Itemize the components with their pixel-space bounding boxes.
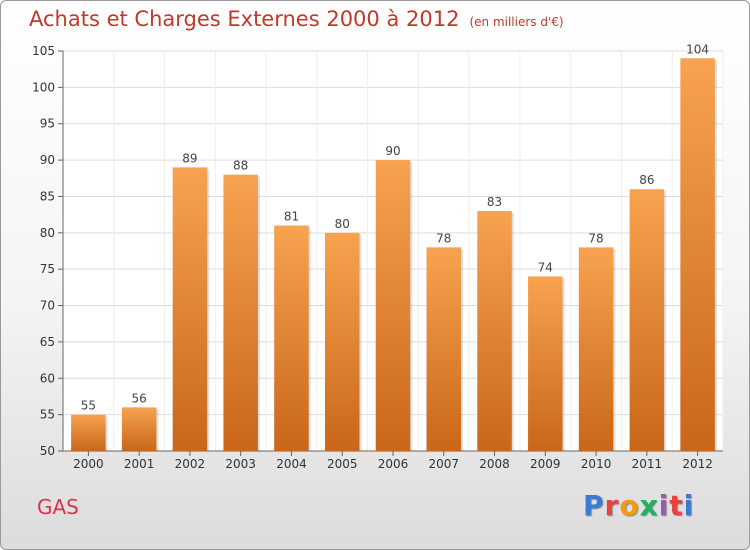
- data-label: 78: [588, 231, 603, 245]
- x-tick-label: 2005: [327, 457, 358, 471]
- y-tick-label: 55: [40, 408, 55, 422]
- data-labels: 55 56 89 88 81 80 90 78 83 74 78 86 104: [81, 42, 709, 412]
- brand-letter: r: [604, 489, 620, 522]
- y-tick-label: 95: [40, 117, 55, 131]
- location-label: GAS: [37, 495, 79, 519]
- data-label: 55: [81, 399, 96, 413]
- y-tick-label: 75: [40, 262, 55, 276]
- x-tick-label: 2003: [225, 457, 256, 471]
- x-tick-label: 2004: [276, 457, 307, 471]
- data-label: 80: [335, 217, 350, 231]
- bar: [680, 58, 715, 451]
- data-label: 81: [284, 210, 299, 224]
- x-tick-label: 2008: [479, 457, 510, 471]
- brand-letter: x: [639, 489, 659, 522]
- bar: [528, 276, 563, 451]
- bar: [172, 167, 208, 451]
- brand-letter: o: [619, 489, 640, 522]
- chart-title: Achats et Charges Externes 2000 à 2012 (e…: [29, 7, 564, 31]
- brand-letter: i: [683, 489, 695, 522]
- brand-logo: Proxiti: [583, 489, 694, 522]
- x-tick-label: 2000: [73, 457, 104, 471]
- x-tick-label: 2009: [530, 457, 561, 471]
- y-tick-label: 65: [40, 335, 55, 349]
- data-label: 90: [385, 144, 400, 158]
- data-label: 78: [436, 231, 451, 245]
- bar: [324, 232, 360, 451]
- data-label: 56: [132, 391, 147, 405]
- x-tick-label: 2002: [175, 457, 206, 471]
- y-tick-label: 100: [32, 80, 55, 94]
- bar: [629, 189, 665, 451]
- data-label: 89: [182, 151, 197, 165]
- chart-title-main: Achats et Charges Externes 2000 à 2012: [29, 7, 460, 31]
- y-tick-label: 70: [40, 299, 55, 313]
- y-tick-label: 80: [40, 226, 55, 240]
- brand-letter: t: [669, 489, 684, 522]
- bar: [223, 174, 258, 452]
- x-tick-label: 2007: [428, 457, 459, 471]
- y-tick-label: 50: [40, 444, 55, 458]
- x-tick-label: 2010: [581, 457, 612, 471]
- bar: [71, 414, 106, 451]
- bar: [578, 247, 614, 451]
- bar: [477, 211, 512, 451]
- data-label: 104: [686, 42, 709, 56]
- bar: [426, 247, 462, 451]
- data-label: 88: [233, 159, 248, 173]
- y-tick-label: 90: [40, 153, 55, 167]
- brand-letter: P: [583, 489, 605, 522]
- data-label: 86: [639, 173, 654, 187]
- bar: [274, 225, 309, 451]
- data-label: 74: [538, 260, 553, 274]
- brand-letter: i: [658, 489, 670, 522]
- y-tick-label: 60: [40, 371, 55, 385]
- bar: [375, 160, 411, 451]
- bar: [121, 407, 157, 451]
- bars: [71, 58, 717, 452]
- x-tick-label: 2011: [632, 457, 663, 471]
- x-tick-label: 2001: [124, 457, 155, 471]
- x-tick-label: 2012: [682, 457, 713, 471]
- y-tick-label: 105: [32, 44, 55, 58]
- y-tick-label: 85: [40, 189, 55, 203]
- data-label: 83: [487, 195, 502, 209]
- x-tick-label: 2006: [378, 457, 409, 471]
- axes: 50 55 60 65 70 75 80 85 90 95 100 105 2000 2001 2002 20…: [32, 44, 723, 471]
- chart-subtitle: (en milliers d'€): [469, 15, 564, 29]
